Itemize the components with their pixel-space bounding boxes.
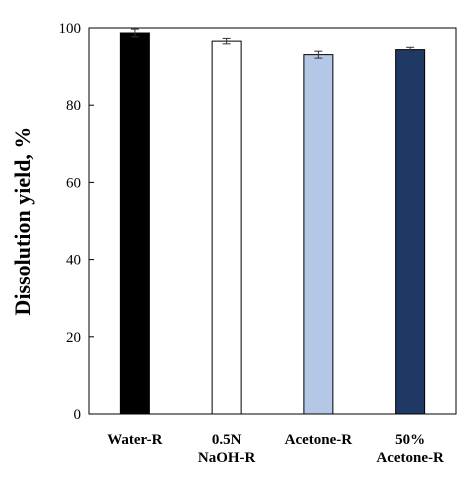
y-axis: 0 20 40 60 80 100 [59, 21, 94, 423]
y-tick-label: 20 [66, 330, 81, 346]
y-tick-label: 60 [66, 175, 81, 191]
category-label: Acetone-R [285, 432, 353, 448]
y-axis-title: Dissolution yield, % [10, 127, 35, 316]
x-axis: Water-R 0.5N NaOH-R Acetone-R 50% Acetone-R [107, 432, 444, 466]
bar [395, 49, 426, 415]
bars [119, 32, 426, 415]
category-label: Water-R [107, 432, 162, 448]
plot-frame [88, 27, 457, 415]
y-tick-label: 100 [59, 21, 82, 37]
y-tick-label: 40 [66, 253, 81, 269]
error-bars [130, 28, 415, 59]
y-tick-label: 80 [66, 98, 81, 114]
category-label: 0.5N NaOH-R [198, 432, 256, 466]
bar [119, 32, 150, 415]
category-label: 50% Acetone-R [376, 432, 444, 466]
plot-area [88, 27, 457, 415]
bar [211, 40, 242, 415]
bar [303, 54, 334, 415]
y-tick-label: 0 [74, 407, 82, 423]
